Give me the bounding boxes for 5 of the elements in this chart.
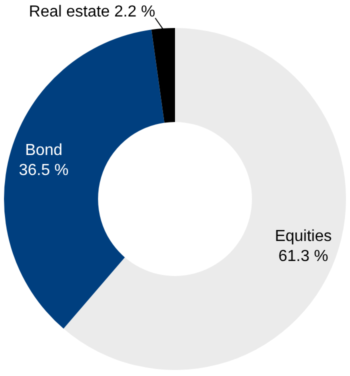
data-label: 61.3 %: [278, 248, 328, 265]
slice-label: Real estate 2.2 %: [28, 3, 156, 20]
slice-label: Equities: [274, 228, 332, 245]
slice-label: Bond: [25, 142, 62, 159]
data-label: 36.5 %: [18, 162, 69, 179]
